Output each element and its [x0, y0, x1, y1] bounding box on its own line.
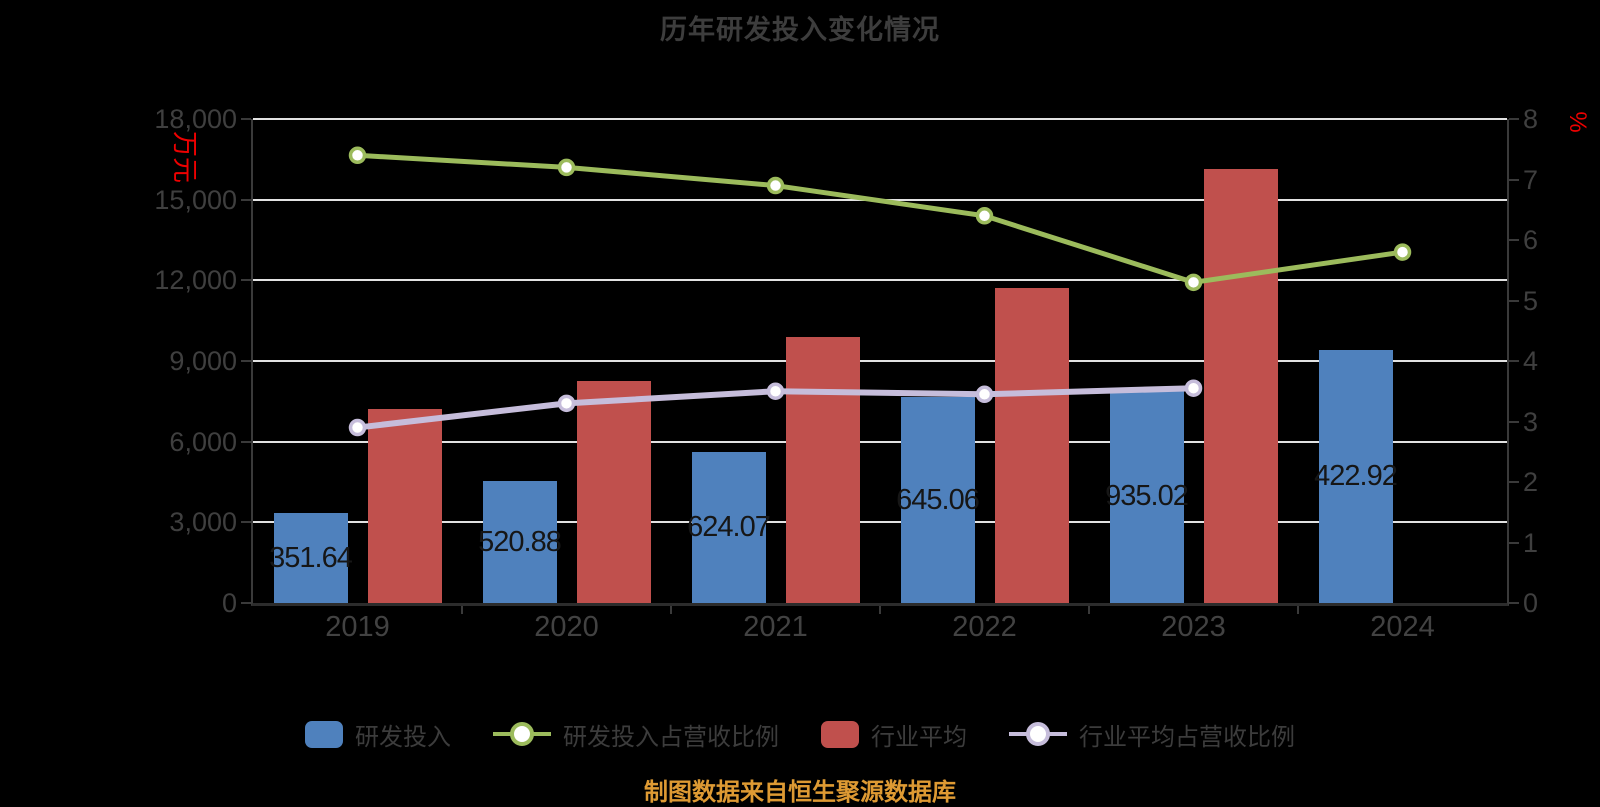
data-point-marker-rd-revenue-ratio [766, 176, 785, 195]
data-point-marker-industry-avg-revenue-ratio [557, 394, 576, 413]
data-point-marker-rd-revenue-ratio [1393, 243, 1412, 261]
y-axis-left-label: 6,000 [169, 426, 237, 457]
data-point-marker-industry-avg-revenue-ratio [766, 382, 785, 400]
bar-industry-average [1203, 169, 1278, 603]
legend-line-marker-rd-revenue-ratio [493, 721, 551, 747]
bar-industry-average [367, 409, 442, 603]
legend-item-rd-revenue-ratio[interactable]: 研发投入占营收比例 [493, 717, 779, 752]
y-axis-left-label: 9,000 [169, 346, 237, 376]
bar-industry-average [785, 337, 860, 603]
y-right-tick [1509, 178, 1519, 181]
footer-source-note: 制图数据来自恒生聚源数据库 [644, 779, 956, 806]
y-axis-left-label: 15,000 [154, 184, 237, 215]
bar-value-label: 624.07 [687, 511, 771, 544]
data-point-marker-industry-avg-revenue-ratio [348, 418, 367, 437]
legend-item-rd-investment[interactable]: 研发投入 [305, 717, 451, 752]
bar-value-label: 645.06 [896, 484, 980, 517]
x-axis-year-label: 2024 [1370, 611, 1435, 643]
legend-item-industry-avg-revenue-ratio[interactable]: 行业平均占营收比例 [1009, 717, 1295, 752]
bar-industry-average [576, 381, 651, 603]
legend-item-label: 研发投入 [355, 723, 451, 751]
bar-rd-investment [691, 451, 766, 603]
x-axis-year-label: 2022 [952, 611, 1017, 643]
legend: 研发投入 研发投入占营收比例 行业平均 行业平均占营收比例 [0, 712, 1600, 756]
legend-item-label: 研发投入占营收比例 [563, 723, 779, 751]
y-axis-left-label: 12,000 [154, 265, 237, 296]
bar-value-label: 935.02 [1105, 480, 1189, 513]
bar-rd-investment [900, 397, 975, 603]
y-axis-right-label: 3 [1523, 406, 1539, 437]
y-right-tick [1509, 360, 1519, 362]
y-right-tick [1509, 602, 1519, 604]
gridline [253, 440, 1507, 443]
x-axis-tick [1297, 606, 1299, 614]
bar-rd-investment [482, 481, 557, 603]
data-point-marker-rd-revenue-ratio [348, 146, 367, 165]
gridline [253, 279, 1507, 282]
line-series-layer [348, 146, 1412, 437]
bar-rd-investment [1318, 349, 1393, 603]
y-axis-left-label: 18,000 [154, 104, 237, 134]
y-right-tick [1509, 299, 1519, 302]
y-axis-right-label: 5 [1523, 285, 1539, 316]
data-point-marker-rd-revenue-ratio [975, 207, 994, 225]
y-axis-right-label: 1 [1523, 527, 1539, 558]
y-left-tick [241, 118, 251, 120]
x-axis-year-label: 2020 [534, 611, 599, 643]
legend-item-label: 行业平均 [871, 723, 967, 751]
data-point-marker-industry-avg-revenue-ratio [1184, 379, 1203, 397]
x-axis-year-label: 2021 [743, 611, 808, 643]
bar-value-label: 351.64 [269, 541, 353, 574]
y-right-tick [1509, 118, 1519, 120]
data-point-marker-rd-revenue-ratio [1184, 273, 1203, 292]
x-axis-tick [1088, 606, 1090, 614]
y-axis-right-label: 0 [1523, 588, 1539, 618]
bar-value-label: 422.92 [1314, 460, 1398, 493]
y-left-tick [241, 440, 251, 443]
legend-swatch-industry-average [821, 720, 859, 748]
y-axis-right-label: 2 [1523, 467, 1539, 497]
y-axis-left-label: 0 [221, 588, 237, 618]
legend-swatch-rd-investment [305, 720, 343, 748]
y-right-tick [1509, 420, 1519, 423]
plot-area: 351.64 520.88 624.07 645.06 935.02 422.92 [251, 118, 1509, 606]
y-left-tick [241, 360, 251, 362]
y-left-tick [241, 198, 251, 201]
bar-value-label: 520.88 [478, 526, 562, 559]
gridline [253, 360, 1507, 362]
x-axis-year-label: 2019 [325, 611, 390, 643]
x-axis-tick [461, 606, 463, 614]
y-axis-right-label: 6 [1523, 225, 1539, 255]
y-axis-right-label: 4 [1523, 346, 1539, 376]
x-axis-tick [879, 606, 881, 614]
line-rd-revenue-ratio [357, 152, 1403, 285]
y-right-tick [1509, 541, 1519, 544]
legend-marker-dot [1026, 722, 1050, 746]
y-left-tick [241, 521, 251, 524]
y-right-tick [1509, 481, 1519, 483]
y-left-tick [241, 279, 251, 282]
y-right-tick [1509, 239, 1519, 241]
y-axis-right-label: 8 [1523, 104, 1539, 134]
bar-rd-investment [1109, 389, 1184, 603]
y-left-tick [241, 602, 251, 604]
y-axis-left-label: 3,000 [169, 507, 237, 538]
bar-rd-investment [273, 512, 348, 603]
legend-marker-dot [510, 722, 534, 746]
gridline [253, 118, 1507, 120]
x-axis-tick [670, 606, 672, 614]
legend-line-marker-industry-avg-revenue-ratio [1009, 721, 1067, 747]
x-axis-year-label: 2023 [1161, 611, 1226, 643]
y-axis-right-label: 7 [1523, 164, 1539, 195]
gridline [253, 521, 1507, 524]
chart-title: 历年研发投入变化情况 [660, 15, 940, 45]
data-point-marker-rd-revenue-ratio [557, 158, 576, 177]
bar-industry-average [994, 287, 1069, 603]
data-point-marker-industry-avg-revenue-ratio [975, 385, 994, 404]
legend-item-industry-average[interactable]: 行业平均 [821, 717, 967, 752]
legend-item-label: 行业平均占营收比例 [1079, 723, 1295, 751]
